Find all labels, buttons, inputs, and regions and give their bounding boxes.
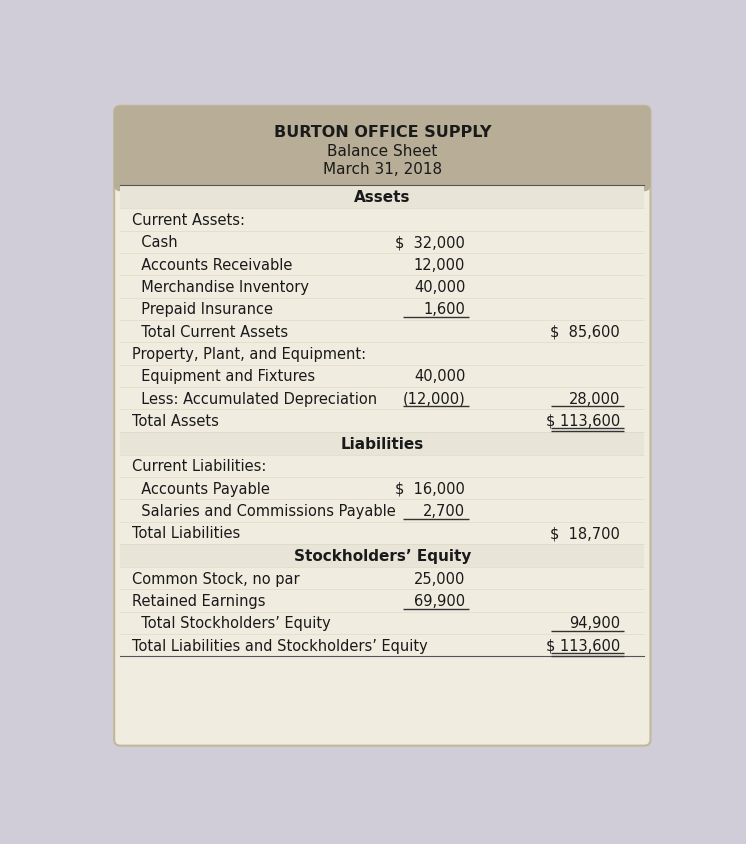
Text: Property, Plant, and Equipment:: Property, Plant, and Equipment: (132, 346, 366, 361)
Text: Stockholders’ Equity: Stockholders’ Equity (294, 549, 471, 563)
Text: Total Assets: Total Assets (132, 414, 219, 428)
Text: Balance Sheet: Balance Sheet (327, 143, 437, 159)
Text: Less: Accumulated Depreciation: Less: Accumulated Depreciation (132, 391, 377, 406)
Text: 28,000: 28,000 (569, 391, 620, 406)
Text: BURTON OFFICE SUPPLY: BURTON OFFICE SUPPLY (274, 125, 491, 139)
Text: $  18,700: $ 18,700 (551, 526, 620, 541)
Text: Current Assets:: Current Assets: (132, 213, 245, 228)
Bar (120, 544, 645, 567)
Text: Assets: Assets (354, 190, 410, 205)
Text: $  16,000: $ 16,000 (395, 481, 466, 496)
Bar (120, 186, 645, 209)
Text: 12,000: 12,000 (414, 257, 466, 273)
Text: Prepaid Insurance: Prepaid Insurance (132, 302, 273, 316)
Text: (12,000): (12,000) (403, 391, 466, 406)
Text: Current Liabilities:: Current Liabilities: (132, 459, 266, 473)
Text: Total Liabilities and Stockholders’ Equity: Total Liabilities and Stockholders’ Equi… (132, 638, 427, 653)
Text: 69,900: 69,900 (414, 593, 466, 609)
Text: Liabilities: Liabilities (341, 436, 424, 451)
Text: Retained Earnings: Retained Earnings (132, 593, 266, 609)
Text: Accounts Receivable: Accounts Receivable (132, 257, 292, 273)
Text: 94,900: 94,900 (569, 615, 620, 630)
Text: Total Current Assets: Total Current Assets (132, 324, 288, 339)
Text: $ 113,600: $ 113,600 (546, 638, 620, 653)
Text: 1,600: 1,600 (424, 302, 466, 316)
Bar (120, 113, 645, 186)
Text: 40,000: 40,000 (414, 279, 466, 295)
FancyBboxPatch shape (114, 106, 651, 746)
Text: $  32,000: $ 32,000 (395, 235, 466, 250)
Text: Salaries and Commissions Payable: Salaries and Commissions Payable (132, 503, 395, 518)
Text: Merchandise Inventory: Merchandise Inventory (132, 279, 309, 295)
Text: 25,000: 25,000 (414, 571, 466, 586)
Text: $  85,600: $ 85,600 (551, 324, 620, 339)
Text: Cash: Cash (132, 235, 178, 250)
Bar (120, 432, 645, 455)
Text: Common Stock, no par: Common Stock, no par (132, 571, 300, 586)
Text: Accounts Payable: Accounts Payable (132, 481, 270, 496)
Text: 2,700: 2,700 (423, 503, 466, 518)
Text: Total Stockholders’ Equity: Total Stockholders’ Equity (132, 615, 330, 630)
Text: Equipment and Fixtures: Equipment and Fixtures (132, 369, 315, 384)
Text: 40,000: 40,000 (414, 369, 466, 384)
Text: $ 113,600: $ 113,600 (546, 414, 620, 428)
Text: March 31, 2018: March 31, 2018 (323, 161, 442, 176)
FancyBboxPatch shape (114, 106, 651, 192)
Text: Total Liabilities: Total Liabilities (132, 526, 240, 541)
